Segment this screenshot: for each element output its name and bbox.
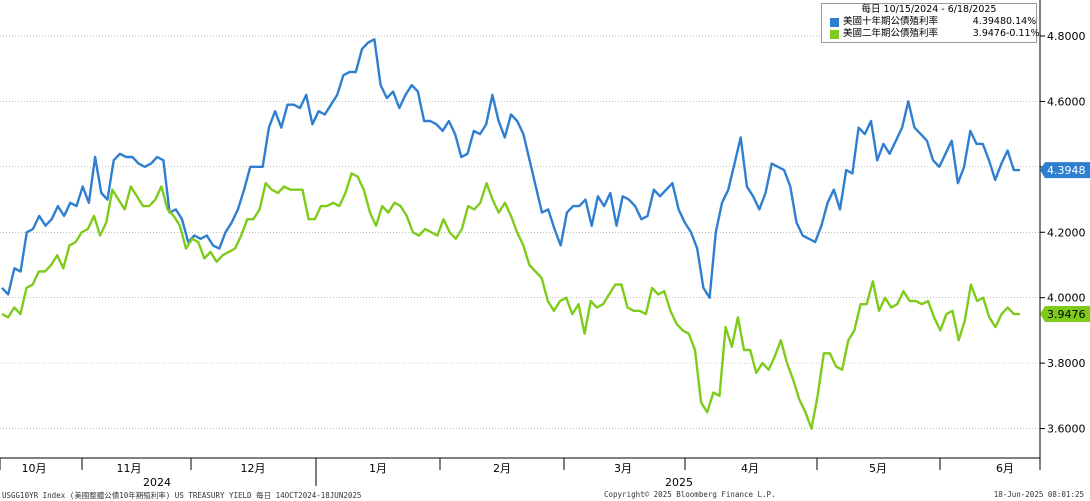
grid-lines: [0, 35, 1040, 429]
x-axis-ticks: 10月 11月 12月 1月 2月 3月 4月 5月 6月 2024 2025: [0, 458, 1041, 489]
x-month-label: 11月: [117, 462, 142, 475]
y-tick-label: 4.6000: [1047, 95, 1086, 108]
x-month-label: 12月: [241, 462, 266, 475]
footer-source: USGG10YR Index (美國整體公債10年期殖利率) US TREASU…: [2, 491, 362, 500]
last-value-tags: 4.3948 3.9476: [1040, 162, 1090, 323]
legend-change-10y: 0.14%: [1006, 16, 1037, 27]
x-month-label: 6月: [996, 462, 1014, 475]
series-line-10y: [1, 38, 1020, 299]
x-month-label: 10月: [22, 462, 47, 475]
x-month-label: 5月: [869, 462, 887, 475]
y-tick-label: 4.0000: [1047, 292, 1086, 305]
x-month-label: 1月: [369, 462, 387, 475]
legend-item-2y: 美國二年期公債殖利率 3.9476 -0.11%: [822, 28, 1040, 40]
footer-timestamp: 18-Jun-2025 08:01:25: [993, 490, 1084, 499]
legend-swatch-2y: [830, 29, 839, 39]
y-tick-label: 3.8000: [1047, 357, 1086, 370]
x-month-label: 4月: [741, 462, 759, 475]
series-line-2y: [1, 172, 1020, 430]
legend-swatch-10y: [830, 17, 839, 27]
last-value-tag: [1040, 306, 1090, 323]
series-lines: [1, 38, 1020, 430]
legend-value-2y: 3.9476: [972, 28, 1006, 39]
legend-change-2y: -0.11%: [1006, 28, 1040, 39]
y-tick-label: 3.6000: [1047, 423, 1086, 436]
y-axis-ticks: 3.60003.80004.00004.20004.40004.60004.80…: [1040, 30, 1086, 436]
chart-axes: [0, 0, 1041, 459]
y-tick-label: 4.8000: [1047, 30, 1086, 43]
legend-name-10y: 美國十年期公債殖利率: [843, 16, 939, 27]
y-tick-label: 4.2000: [1047, 226, 1086, 239]
last-value-tag: [1040, 162, 1090, 179]
footer-copyright: Copyright© 2025 Bloomberg Finance L.P.: [604, 490, 776, 499]
last-value-label: 4.3948: [1047, 164, 1086, 177]
legend: 每日 10/15/2024 - 6/18/2025 美國十年期公債殖利率 4.3…: [821, 3, 1040, 43]
x-month-label: 2月: [493, 462, 511, 475]
x-month-label: 3月: [614, 462, 632, 475]
legend-name-2y: 美國二年期公債殖利率: [843, 28, 939, 39]
legend-value-10y: 4.3948: [972, 16, 1006, 27]
legend-item-10y: 美國十年期公債殖利率 4.3948 0.14%: [822, 16, 1036, 28]
legend-header: 每日 10/15/2024 - 6/18/2025: [861, 4, 997, 15]
x-year-label: 2025: [665, 476, 693, 489]
last-value-label: 3.9476: [1047, 308, 1086, 321]
x-year-label: 2024: [143, 476, 171, 489]
